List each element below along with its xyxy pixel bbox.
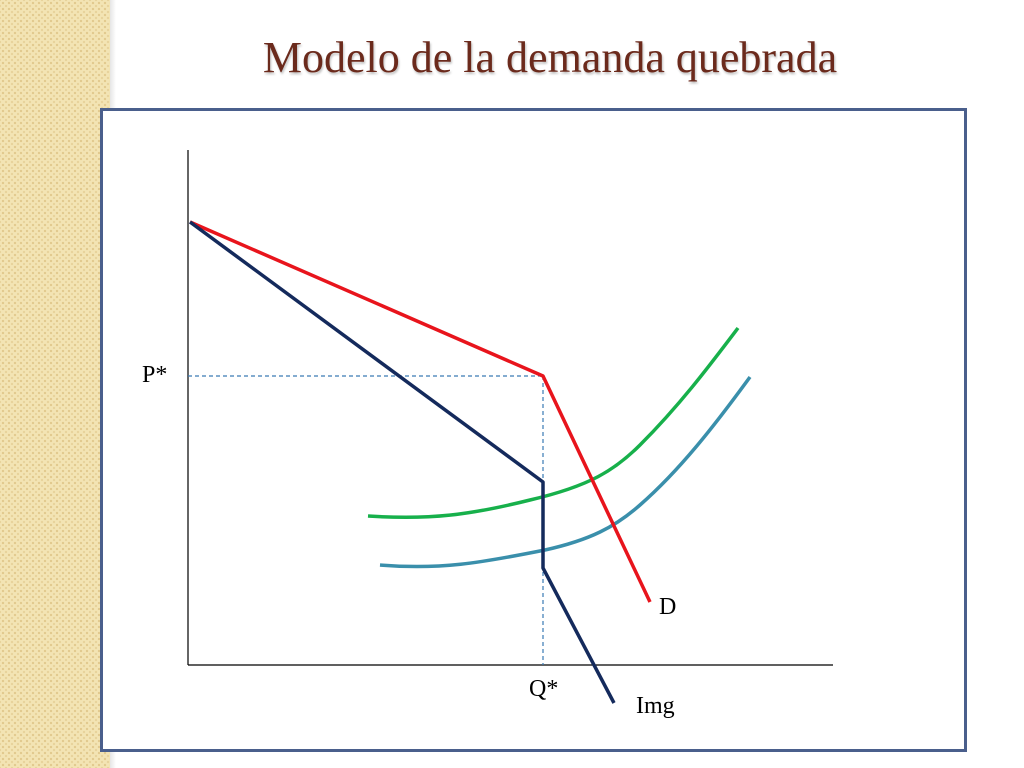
marginal-revenue-curve	[188, 220, 616, 704]
img-label: Img	[636, 693, 675, 719]
demand-curve	[189, 220, 652, 603]
demand-label: D	[659, 594, 676, 620]
q-star-label: Q*	[529, 676, 558, 702]
lower-cost-curve	[379, 375, 752, 569]
decorative-side-band	[0, 0, 110, 768]
upper-cost-curve	[367, 326, 740, 520]
diagram-frame	[100, 108, 967, 752]
p-star-label: P*	[142, 362, 167, 388]
slide-title: Modelo de la demanda quebrada	[262, 33, 838, 82]
